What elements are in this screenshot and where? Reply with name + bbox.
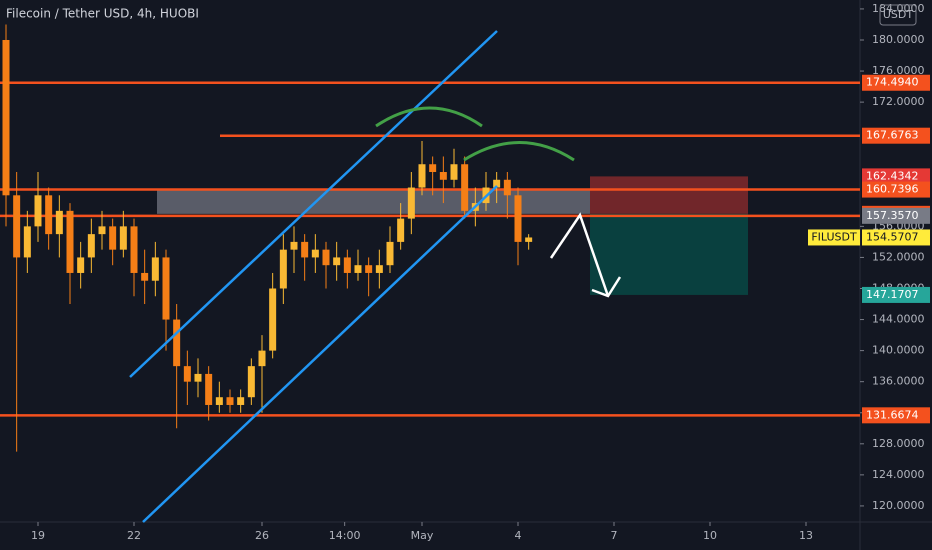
candle-body — [354, 265, 362, 273]
candle-body — [514, 195, 522, 242]
plot: 120.0000124.0000128.0000132.0000136.0000… — [0, 2, 925, 542]
price-label: 157.3570 — [866, 209, 919, 222]
candle-body — [397, 218, 405, 242]
price-label: 154.5707 — [866, 230, 919, 243]
price-label-bg — [862, 181, 930, 198]
x-tick-label: 4 — [515, 529, 522, 542]
candle-body — [77, 257, 85, 273]
currency[interactable]: USDT — [883, 8, 914, 21]
candle-body — [194, 373, 202, 382]
price-label: 160.7396 — [866, 183, 919, 196]
price-label: 174.4940 — [866, 76, 919, 89]
y-tick-label: 152.0000 — [872, 250, 925, 263]
price-label-bg — [862, 229, 930, 246]
candle-body — [151, 257, 159, 281]
y-tick-label: 140.0000 — [872, 344, 925, 357]
zone — [157, 189, 590, 214]
candle-body — [450, 164, 458, 180]
candle-body — [418, 164, 426, 188]
x-tick-label: 14:00 — [329, 529, 361, 542]
candle-body — [87, 234, 95, 258]
candle-body — [237, 397, 245, 405]
candle-body — [429, 164, 437, 173]
target-zone — [590, 213, 748, 295]
candle-body — [2, 39, 10, 196]
candle-body — [162, 257, 170, 320]
y-tick-label: 124.0000 — [872, 468, 925, 481]
candle-body — [386, 241, 394, 266]
candle-body — [343, 257, 351, 273]
candle-body — [183, 366, 191, 382]
candle-body — [109, 226, 117, 250]
price-label-bg — [862, 74, 930, 91]
candle-body — [503, 179, 511, 196]
candle-body — [98, 226, 106, 235]
candle-body — [23, 226, 31, 258]
y-tick-label: 128.0000 — [872, 437, 925, 450]
candle-body — [311, 249, 319, 258]
candle-body — [290, 241, 298, 250]
symbol-label-bg — [808, 229, 860, 246]
arc — [463, 141, 575, 162]
channel-line — [129, 30, 498, 378]
x-tick-label: 22 — [127, 529, 141, 542]
candle-body — [493, 179, 501, 188]
candle-body — [439, 172, 447, 180]
candle-body — [461, 164, 469, 211]
candle-body — [119, 226, 127, 250]
candle-body — [173, 319, 181, 367]
y-tick-label: 136.0000 — [872, 375, 925, 388]
candle-body — [365, 265, 373, 273]
candle-body — [13, 195, 21, 258]
price-label: 167.6763 — [866, 129, 919, 142]
candle-body — [55, 210, 63, 235]
price-label-bg — [862, 407, 930, 424]
candle-body — [279, 249, 287, 289]
x-tick-label: 19 — [31, 529, 45, 542]
channel-line — [142, 185, 498, 523]
symbol-label: FILUSDT — [811, 230, 857, 243]
arc — [375, 106, 483, 128]
candle-body — [34, 195, 42, 227]
currency-badge[interactable] — [879, 4, 917, 26]
candle-body — [333, 257, 341, 266]
candle-body — [226, 397, 234, 405]
candle-body — [258, 350, 266, 367]
candle-body — [322, 249, 330, 266]
arrow — [549, 212, 610, 297]
price-label-bg — [862, 207, 930, 224]
y-tick-label: 176.0000 — [872, 64, 925, 77]
candle-body — [141, 272, 149, 281]
candle-body — [205, 373, 213, 405]
candle-body — [301, 241, 309, 258]
y-tick-label: 172.0000 — [872, 95, 925, 108]
y-tick-label: 180.0000 — [872, 33, 925, 46]
price-label-bg — [862, 286, 930, 303]
chart-title: Filecoin / Tether USD, 4h, HUOBI — [6, 7, 199, 21]
price-label-bg — [862, 168, 930, 185]
y-tick-label: 120.0000 — [872, 499, 925, 512]
candle-body — [407, 187, 415, 219]
stop-zone — [590, 176, 748, 214]
price-label: 131.6674 — [866, 408, 919, 421]
x-tick-label: May — [411, 529, 434, 542]
candle-body — [130, 226, 138, 273]
candle-body — [247, 366, 255, 398]
x-tick-label: 26 — [255, 529, 269, 542]
price-label: 147.1707 — [866, 288, 919, 301]
candle-body — [66, 210, 74, 273]
candle-body — [525, 237, 533, 242]
price-label: 162.4342 — [866, 169, 919, 182]
candle-body — [45, 195, 53, 235]
candle-body — [215, 397, 223, 405]
candle-body — [269, 288, 277, 351]
candle-body — [375, 265, 383, 273]
x-tick-label: 10 — [703, 529, 717, 542]
arrow-head — [591, 276, 622, 298]
x-tick-label: 7 — [611, 529, 618, 542]
y-tick-label: 144.0000 — [872, 313, 925, 326]
price-label-bg — [862, 127, 930, 144]
x-tick-label: 13 — [799, 529, 813, 542]
